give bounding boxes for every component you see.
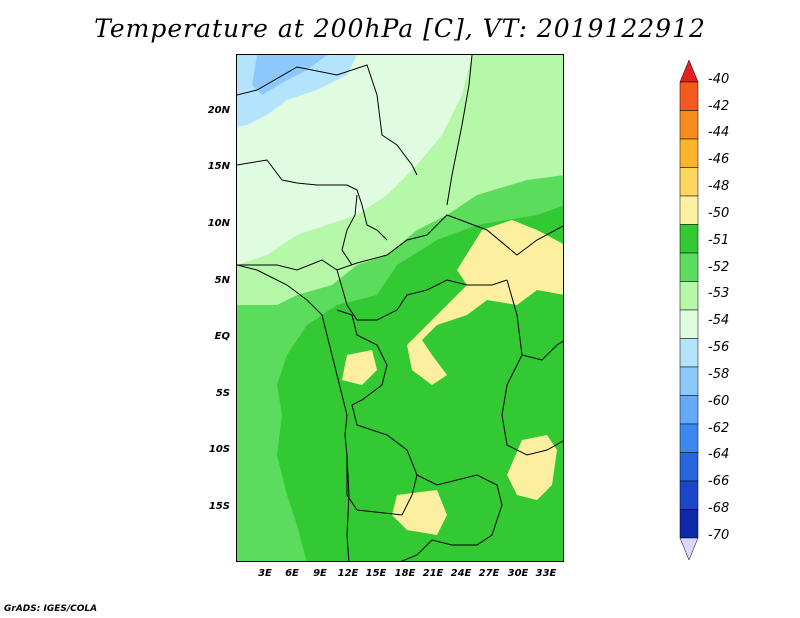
colorbar-segment — [679, 423, 699, 453]
colorbar-segment — [679, 309, 699, 339]
region-minus51-west — [342, 350, 377, 385]
colorbar-label: -62 — [708, 420, 730, 436]
colorbar-segment — [679, 509, 699, 539]
colorbar-label: -54 — [708, 313, 730, 329]
colorbar-label: -50 — [708, 205, 730, 221]
coastline — [237, 264, 350, 561]
colorbar-segment — [679, 224, 699, 254]
lon-label-33e: 33E — [535, 568, 557, 579]
colorbar-segment — [679, 480, 699, 510]
region-minus58 — [252, 55, 327, 95]
lon-label-3e: 3E — [258, 568, 272, 579]
colorbar-label: -44 — [708, 125, 730, 141]
colorbar-label: -53 — [708, 286, 730, 302]
lon-label-24e: 24E — [450, 568, 472, 579]
colorbar-label: -66 — [708, 474, 730, 490]
lat-label-10n: 10N — [207, 218, 230, 229]
colorbar-segment — [679, 338, 699, 368]
lat-label-eq: EQ — [214, 331, 230, 342]
lon-label-15e: 15E — [365, 568, 387, 579]
colorbar-segment — [679, 81, 699, 111]
colorbar-segment-top — [679, 60, 699, 83]
lat-label-20n: 20N — [207, 105, 230, 116]
colorbar-label: -40 — [708, 71, 730, 87]
region-minus51-north — [407, 220, 563, 385]
temperature-map — [237, 55, 563, 561]
colorbar-segment — [679, 252, 699, 282]
lon-label-18e: 18E — [394, 568, 416, 579]
colorbar-segment-bottom — [679, 537, 699, 560]
colorbar — [679, 60, 699, 560]
lon-label-9e: 9E — [313, 568, 327, 579]
lon-label-30e: 30E — [507, 568, 529, 579]
lon-label-27e: 27E — [478, 568, 500, 579]
colorbar-segment — [679, 281, 699, 311]
region-minus51-south — [392, 490, 447, 535]
chart-title: Temperature at 200hPa [C], VT: 201912291… — [94, 14, 706, 43]
colorbar-label: -46 — [708, 152, 730, 168]
lat-label-15s: 15S — [208, 501, 230, 512]
colorbar-segment — [679, 138, 699, 168]
colorbar-label: -56 — [708, 340, 730, 356]
colorbar-segment — [679, 366, 699, 396]
grads-credit: GrADS: IGES/COLA — [4, 604, 98, 614]
colorbar-segment — [679, 452, 699, 482]
colorbar-label: -58 — [708, 366, 730, 382]
region-minus54 — [237, 55, 472, 265]
colorbar-segment — [679, 110, 699, 140]
colorbar-label: -68 — [708, 500, 730, 516]
lat-label-5n: 5N — [214, 275, 230, 286]
colorbar-label: -48 — [708, 179, 730, 195]
colorbar-label: -64 — [708, 447, 730, 463]
lon-label-6e: 6E — [285, 568, 299, 579]
colorbar-label: -42 — [708, 98, 730, 114]
colorbar-label: -70 — [708, 527, 730, 543]
lon-label-12e: 12E — [337, 568, 359, 579]
colorbar-label: -51 — [708, 232, 730, 248]
colorbar-segment — [679, 395, 699, 425]
map-plot-area — [236, 54, 564, 562]
colorbar-label: -52 — [708, 259, 730, 275]
lon-label-21e: 21E — [422, 568, 444, 579]
lat-label-5s: 5S — [215, 388, 230, 399]
colorbar-label: -60 — [708, 393, 730, 409]
lat-label-10s: 10S — [208, 444, 230, 455]
lat-label-15n: 15N — [207, 161, 230, 172]
colorbar-segment — [679, 195, 699, 225]
country-borders — [237, 55, 563, 561]
colorbar-segment — [679, 167, 699, 197]
